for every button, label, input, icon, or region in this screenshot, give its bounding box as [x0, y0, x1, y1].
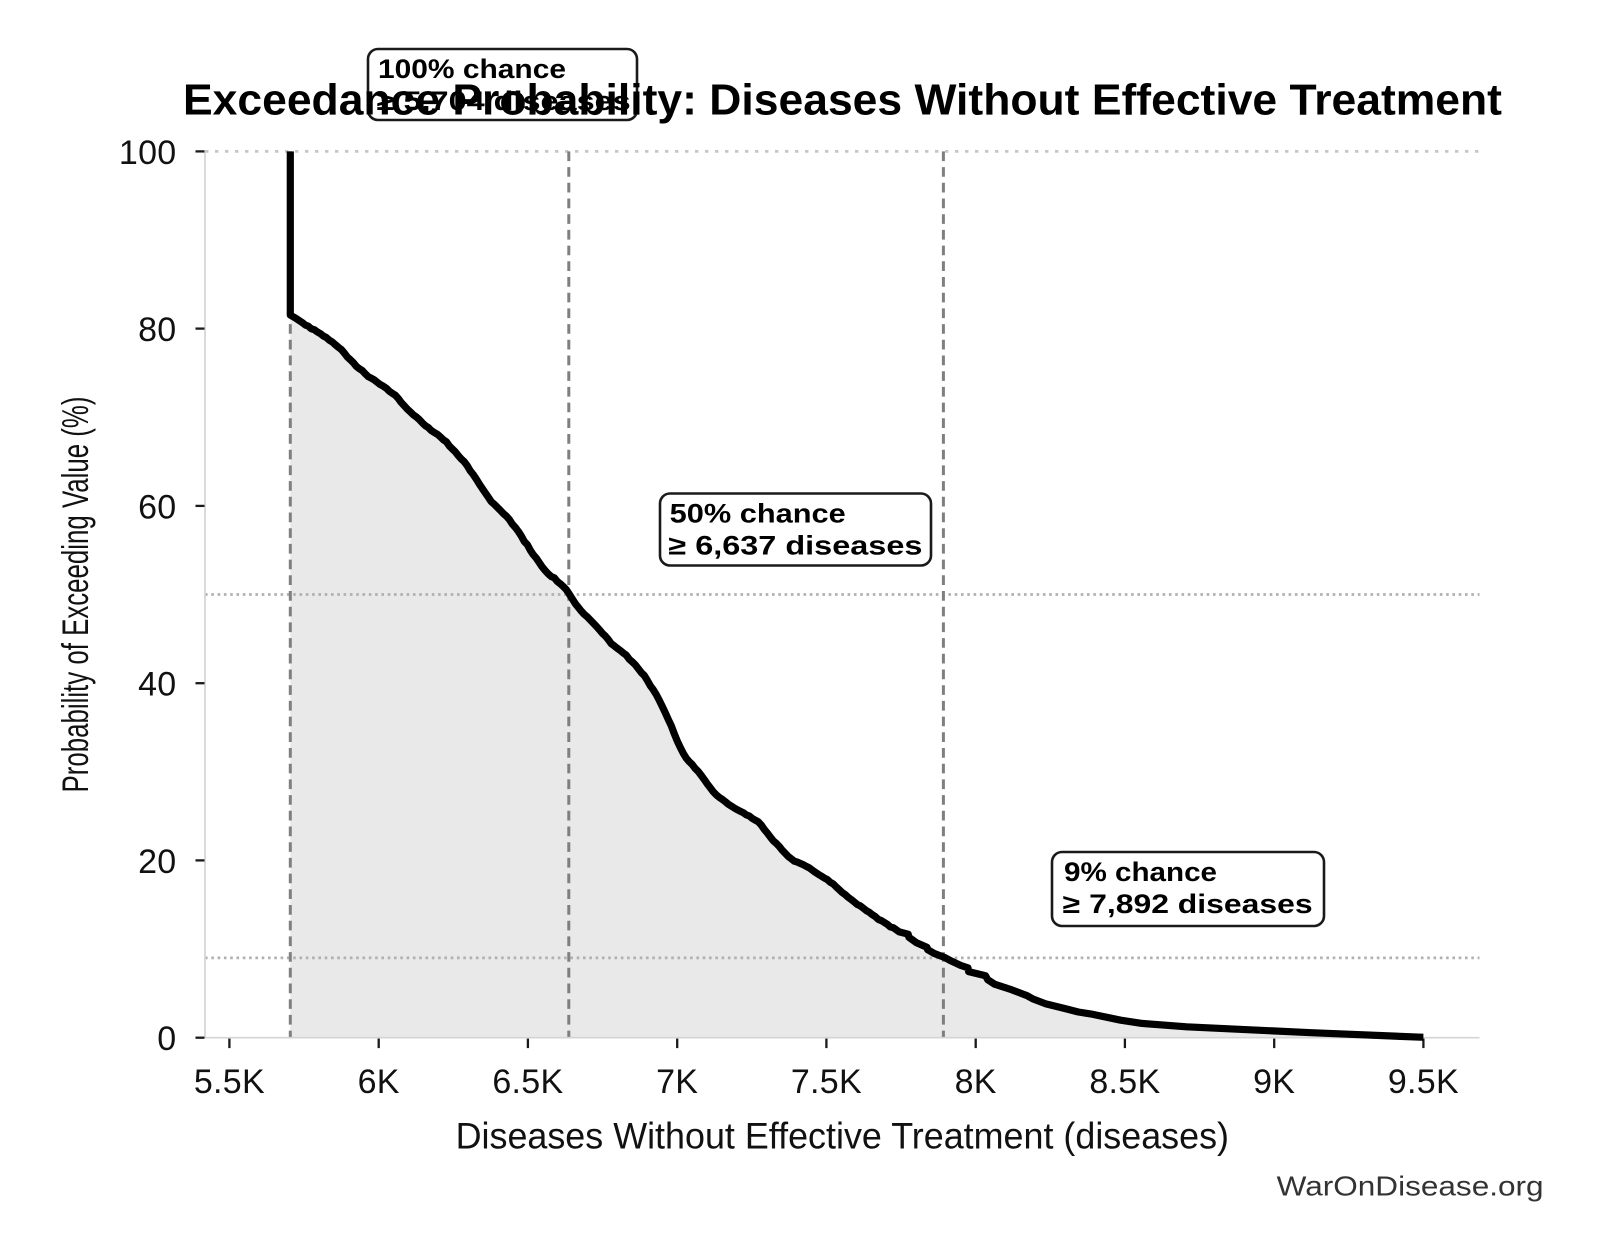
svg-text:100% chance: 100% chance [378, 54, 566, 84]
svg-text:0: 0 [157, 1020, 176, 1058]
svg-text:20: 20 [138, 843, 176, 881]
svg-text:8.5K: 8.5K [1089, 1063, 1160, 1101]
svg-text:Diseases Without Effective Tre: Diseases Without Effective Treatment (di… [456, 1115, 1229, 1157]
svg-text:5.5K: 5.5K [194, 1063, 265, 1101]
svg-text:≥ 5,704 diseases: ≥ 5,704 diseases [377, 86, 631, 116]
svg-text:7.5K: 7.5K [791, 1063, 862, 1101]
svg-text:Exceedance Probability: Diseas: Exceedance Probability: Diseases Without… [183, 77, 1502, 125]
svg-text:≥ 7,892 diseases: ≥ 7,892 diseases [1063, 889, 1313, 919]
svg-text:7K: 7K [656, 1063, 698, 1101]
svg-text:9% chance: 9% chance [1064, 857, 1217, 887]
svg-text:50% chance: 50% chance [670, 498, 846, 528]
svg-text:40: 40 [138, 666, 176, 704]
svg-text:8K: 8K [955, 1063, 997, 1101]
svg-text:≥ 6,637 diseases: ≥ 6,637 diseases [668, 530, 922, 560]
svg-text:9K: 9K [1253, 1063, 1295, 1101]
svg-text:6K: 6K [358, 1063, 400, 1101]
svg-text:60: 60 [138, 488, 176, 526]
svg-text:80: 80 [138, 311, 176, 349]
svg-text:6.5K: 6.5K [492, 1063, 563, 1101]
svg-text:WarOnDisease.org: WarOnDisease.org [1277, 1171, 1544, 1202]
svg-text:100: 100 [119, 134, 177, 172]
svg-text:Probability of Exceeding Value: Probability of Exceeding Value (%) [54, 396, 96, 792]
svg-text:9.5K: 9.5K [1388, 1063, 1459, 1101]
